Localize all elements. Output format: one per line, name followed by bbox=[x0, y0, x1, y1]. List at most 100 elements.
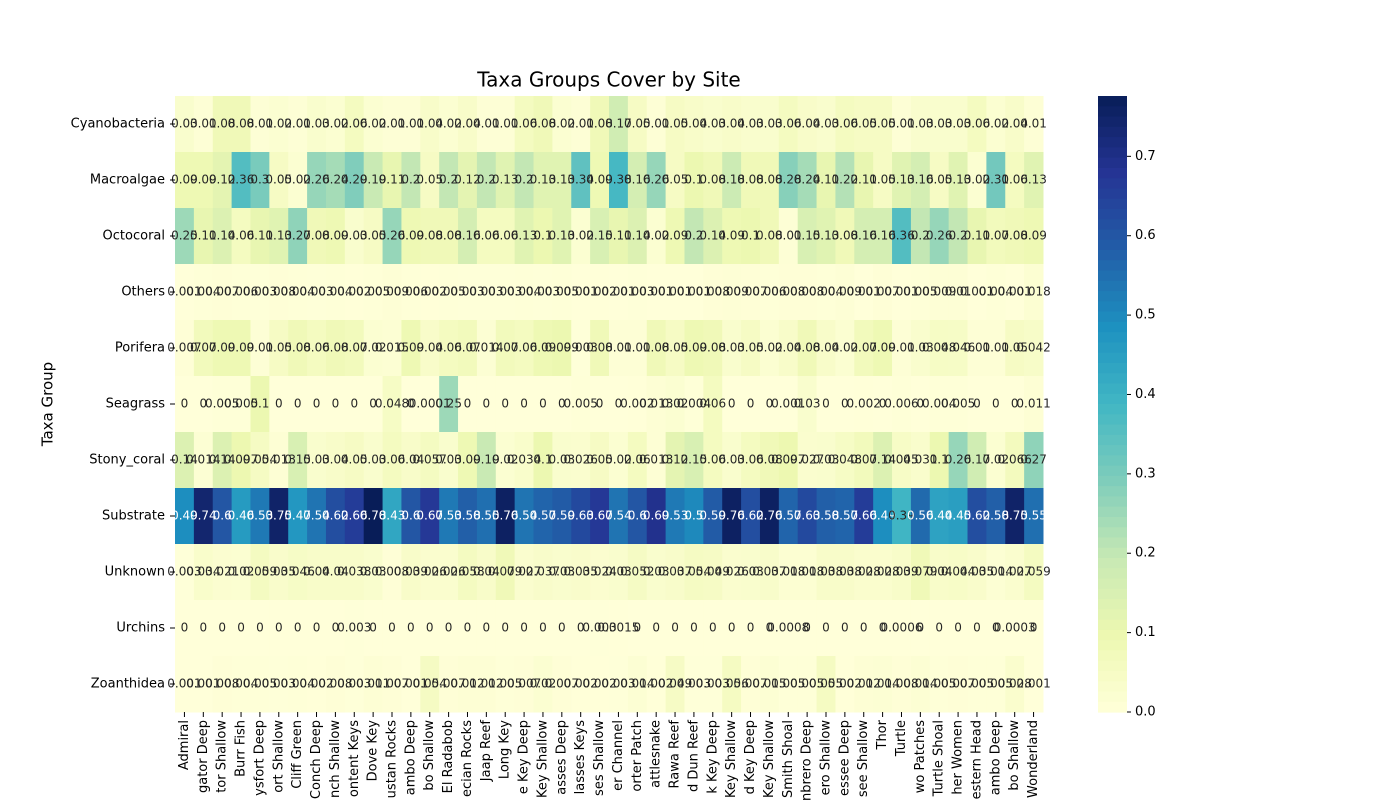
heat-cell bbox=[665, 656, 685, 713]
heat-cell bbox=[797, 320, 818, 377]
heat-cell bbox=[533, 264, 553, 321]
heat-cell bbox=[703, 264, 723, 321]
cell-label: 0.015 bbox=[752, 677, 786, 691]
colorbar-tick-label: 0.2 bbox=[1135, 546, 1156, 561]
cell-label: 0.78 bbox=[360, 509, 387, 523]
heat-cell bbox=[609, 600, 629, 657]
cell-label: 0.13 bbox=[1020, 173, 1047, 187]
cell-label: 0.038 bbox=[828, 565, 862, 579]
heat-cell bbox=[552, 152, 572, 209]
cell-label: 0.02 bbox=[284, 173, 311, 187]
heat-cell bbox=[590, 600, 610, 657]
cell-label: 0.07 bbox=[850, 453, 877, 467]
heat-cell bbox=[646, 656, 667, 713]
cell-label: 0.11 bbox=[813, 173, 840, 187]
cell-label: 0.25 bbox=[435, 397, 462, 411]
cell-label: 0.028 bbox=[998, 677, 1032, 691]
cell-label: 0.007 bbox=[205, 285, 239, 299]
heat-cell bbox=[476, 208, 497, 265]
cell-label: 0.27 bbox=[1020, 453, 1047, 467]
heat-cell bbox=[778, 320, 799, 377]
cell-label: 0.08 bbox=[699, 341, 726, 355]
cell-label: 0.014 bbox=[865, 677, 899, 691]
heat-cell bbox=[288, 432, 308, 489]
cell-label: 0.02 bbox=[982, 453, 1009, 467]
heat-cell bbox=[495, 488, 516, 545]
heat-cell bbox=[948, 96, 969, 153]
heat-cell bbox=[627, 264, 648, 321]
heat-cell bbox=[212, 320, 233, 377]
cell-label: 0.62 bbox=[737, 509, 764, 523]
heat-cell bbox=[420, 208, 440, 265]
heat-cell bbox=[929, 376, 950, 433]
cell-label: 0.56 bbox=[907, 509, 934, 523]
cell-label: 0.08 bbox=[737, 173, 764, 187]
heat-cell bbox=[514, 488, 535, 545]
cell-label: 0.04 bbox=[322, 565, 349, 579]
cell-label: 0.6 bbox=[401, 509, 420, 523]
colorbar-segment bbox=[1098, 506, 1127, 518]
cell-label: 0.01 bbox=[643, 117, 670, 131]
cell-label: 0.11 bbox=[247, 229, 274, 243]
heat-cell bbox=[175, 264, 195, 321]
heat-cell bbox=[514, 544, 535, 601]
heat-cell bbox=[307, 376, 327, 433]
heat-cell bbox=[835, 376, 855, 433]
colorbar-segment bbox=[1098, 219, 1127, 231]
heat-cell bbox=[759, 264, 780, 321]
cell-label: 0.03 bbox=[718, 341, 745, 355]
cell-label: 0 bbox=[803, 621, 811, 635]
heat-cell bbox=[948, 544, 969, 601]
heat-cell bbox=[627, 208, 648, 265]
heat-cell bbox=[646, 376, 667, 433]
cell-label: 0.46 bbox=[228, 509, 255, 523]
heat-cell bbox=[458, 544, 478, 601]
heat-cell bbox=[307, 320, 327, 377]
cell-label: 0.14 bbox=[699, 229, 726, 243]
cell-label: 0.002 bbox=[582, 677, 616, 691]
heat-cell bbox=[552, 320, 572, 377]
colorbar-segment bbox=[1098, 537, 1127, 549]
cell-label: 0.01 bbox=[379, 117, 406, 131]
cell-label: 0.2 bbox=[401, 173, 420, 187]
heat-cell bbox=[873, 96, 893, 153]
heat-cell bbox=[288, 376, 308, 433]
x-tick-label: nbrero Deep bbox=[800, 720, 815, 800]
heat-cell bbox=[571, 320, 591, 377]
cell-label: 0.09 bbox=[171, 173, 198, 187]
heat-cell bbox=[759, 152, 780, 209]
cell-label: 0.1 bbox=[684, 173, 703, 187]
heat-cell bbox=[759, 432, 780, 489]
cell-label: 0.08 bbox=[416, 229, 443, 243]
cell-label: 0.57 bbox=[832, 509, 859, 523]
cell-label: 0.03 bbox=[737, 117, 764, 131]
heat-cell bbox=[344, 544, 365, 601]
heat-cell bbox=[873, 376, 893, 433]
heat-cell bbox=[514, 376, 535, 433]
heat-cell bbox=[741, 152, 761, 209]
heat-cell bbox=[759, 600, 780, 657]
heat-cell bbox=[873, 152, 893, 209]
cell-label: 0.76 bbox=[492, 509, 519, 523]
cell-label: 0.09 bbox=[398, 341, 425, 355]
cell-label: 0.09 bbox=[662, 229, 689, 243]
heat-cell bbox=[269, 544, 289, 601]
colorbar-segment bbox=[1098, 311, 1127, 323]
heat-cell bbox=[288, 264, 308, 321]
heat-cell bbox=[288, 656, 308, 713]
heat-cell bbox=[344, 656, 365, 713]
cell-label: 0 bbox=[1011, 397, 1019, 411]
heat-cell bbox=[609, 432, 629, 489]
heat-cell bbox=[910, 264, 931, 321]
cell-label: 0.02 bbox=[643, 229, 670, 243]
heat-cell bbox=[778, 96, 799, 153]
cell-label: 0.037 bbox=[526, 565, 560, 579]
cell-label: 0.45 bbox=[945, 509, 972, 523]
heat-cell bbox=[175, 208, 195, 265]
cell-label: 0.03 bbox=[907, 117, 934, 131]
cell-label: 0.59 bbox=[699, 509, 726, 523]
cell-label: 0.06 bbox=[775, 117, 802, 131]
cell-label: 0.08 bbox=[756, 173, 783, 187]
cell-label: 0.39 bbox=[888, 509, 915, 523]
